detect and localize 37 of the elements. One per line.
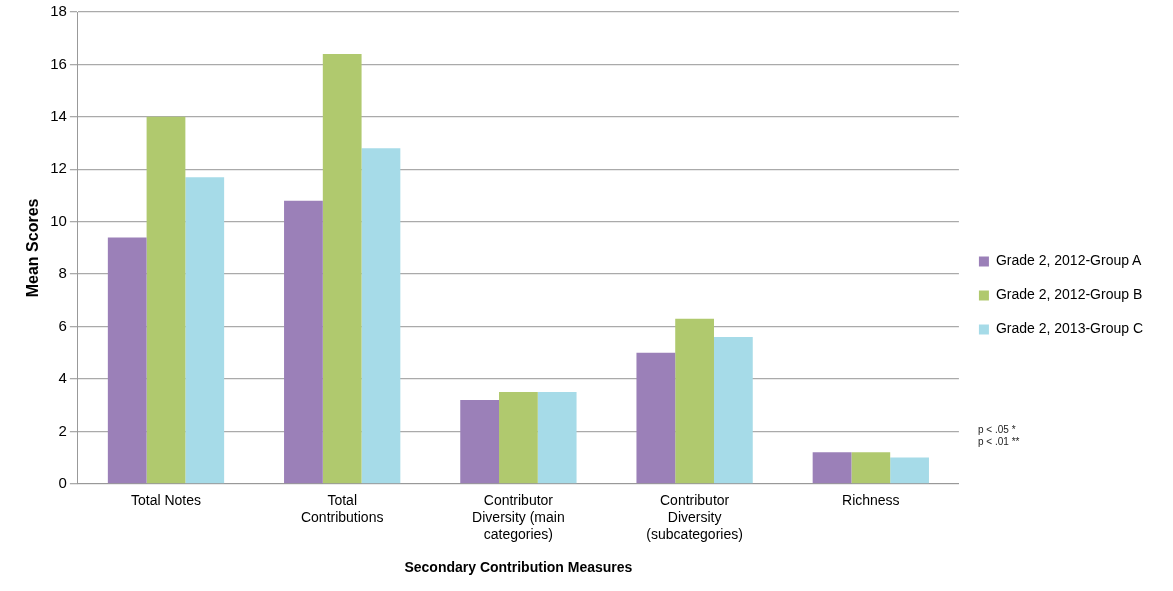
x-axis-title: Secondary Contribution Measures xyxy=(404,559,633,576)
y-tick-label: 2 xyxy=(58,421,67,439)
bar xyxy=(185,177,225,484)
y-tick-label: 0 xyxy=(58,473,67,491)
bar xyxy=(460,399,500,484)
bar xyxy=(675,318,714,484)
y-tick-label: 8 xyxy=(58,264,67,282)
y-axis-title: Mean Scores xyxy=(24,198,42,298)
legend-label: Grade 2, 2013-Group C xyxy=(995,320,1144,337)
y-tick-label: 10 xyxy=(50,211,67,229)
y-tick-label: 4 xyxy=(58,369,67,387)
y-tick-label: 12 xyxy=(50,159,67,177)
legend-label: Grade 2, 2012-Group B xyxy=(995,286,1143,303)
bar xyxy=(499,392,538,484)
x-tick-label: Contributor Diversity (subcategories) xyxy=(646,492,743,542)
bar xyxy=(851,452,891,484)
x-tick-label: Contributor Diversity (main categories) xyxy=(472,492,565,542)
bar xyxy=(361,148,401,484)
bar xyxy=(812,452,852,484)
y-tick-label: 16 xyxy=(50,54,67,72)
bar xyxy=(146,116,186,484)
y-tick-label: 6 xyxy=(58,316,67,334)
text: p < .01 ** xyxy=(978,436,1020,448)
bar xyxy=(713,337,753,484)
y-tick-label: 18 xyxy=(50,2,67,20)
legend-label: Grade 2, 2012-Group A xyxy=(995,252,1143,269)
x-tick-label: Richness xyxy=(842,492,900,509)
bar xyxy=(322,53,362,484)
y-tick-label: 14 xyxy=(50,106,67,124)
x-tick-label: Total Notes xyxy=(130,492,202,509)
bar xyxy=(284,200,323,484)
x-tick-label: Total Contributions xyxy=(300,492,384,525)
bar xyxy=(107,237,147,484)
bar xyxy=(537,392,577,484)
bar xyxy=(890,457,929,484)
bar xyxy=(636,352,676,484)
text: p < .05 * xyxy=(978,424,1017,436)
